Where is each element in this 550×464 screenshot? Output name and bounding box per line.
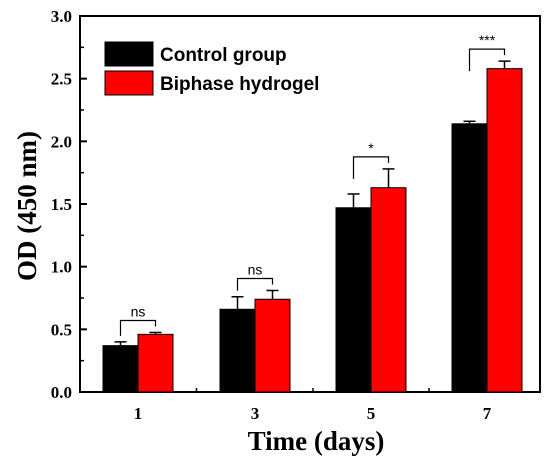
x-tick-label: 5 [367, 404, 376, 423]
bar-biphase [486, 68, 523, 393]
y-tick-label: 3.0 [51, 7, 72, 26]
y-axis-title: OD (450 nm) [12, 131, 42, 281]
y-tick-label: 2.0 [51, 132, 72, 151]
legend-label-biphase: Biphase hydrogel [160, 74, 319, 95]
x-axis-title: Time (days) [248, 426, 385, 456]
bar-control [451, 123, 488, 393]
legend-swatch-control [104, 41, 154, 67]
significance-bracket [119, 319, 157, 336]
significance-label: * [368, 140, 374, 156]
x-tick-label: 7 [483, 404, 492, 423]
significance-label: ns [131, 303, 146, 319]
bar-biphase [137, 333, 174, 393]
y-tick-label: 2.5 [51, 70, 72, 89]
significance-bracket [352, 156, 390, 179]
y-tick-label: 1.0 [51, 258, 72, 277]
bar-control [102, 345, 139, 393]
bar-control [219, 308, 256, 393]
significance-bracket [468, 48, 506, 72]
legend-swatch-biphase [104, 70, 154, 96]
y-tick-label: 0.0 [51, 383, 72, 402]
legend-label-control: Control group [160, 45, 287, 66]
y-tick-label: 1.5 [51, 195, 72, 214]
bar-biphase [370, 187, 407, 393]
bar-biphase [254, 298, 291, 393]
bar-control [335, 207, 372, 393]
x-tick-label: 1 [134, 404, 143, 423]
legend: Control group Biphase hydrogel [104, 41, 319, 96]
significance-label: *** [479, 32, 496, 48]
x-tick-label: 3 [251, 404, 260, 423]
y-tick-label: 0.5 [51, 320, 72, 339]
significance-label: ns [248, 261, 263, 277]
significance-bracket [236, 277, 274, 291]
